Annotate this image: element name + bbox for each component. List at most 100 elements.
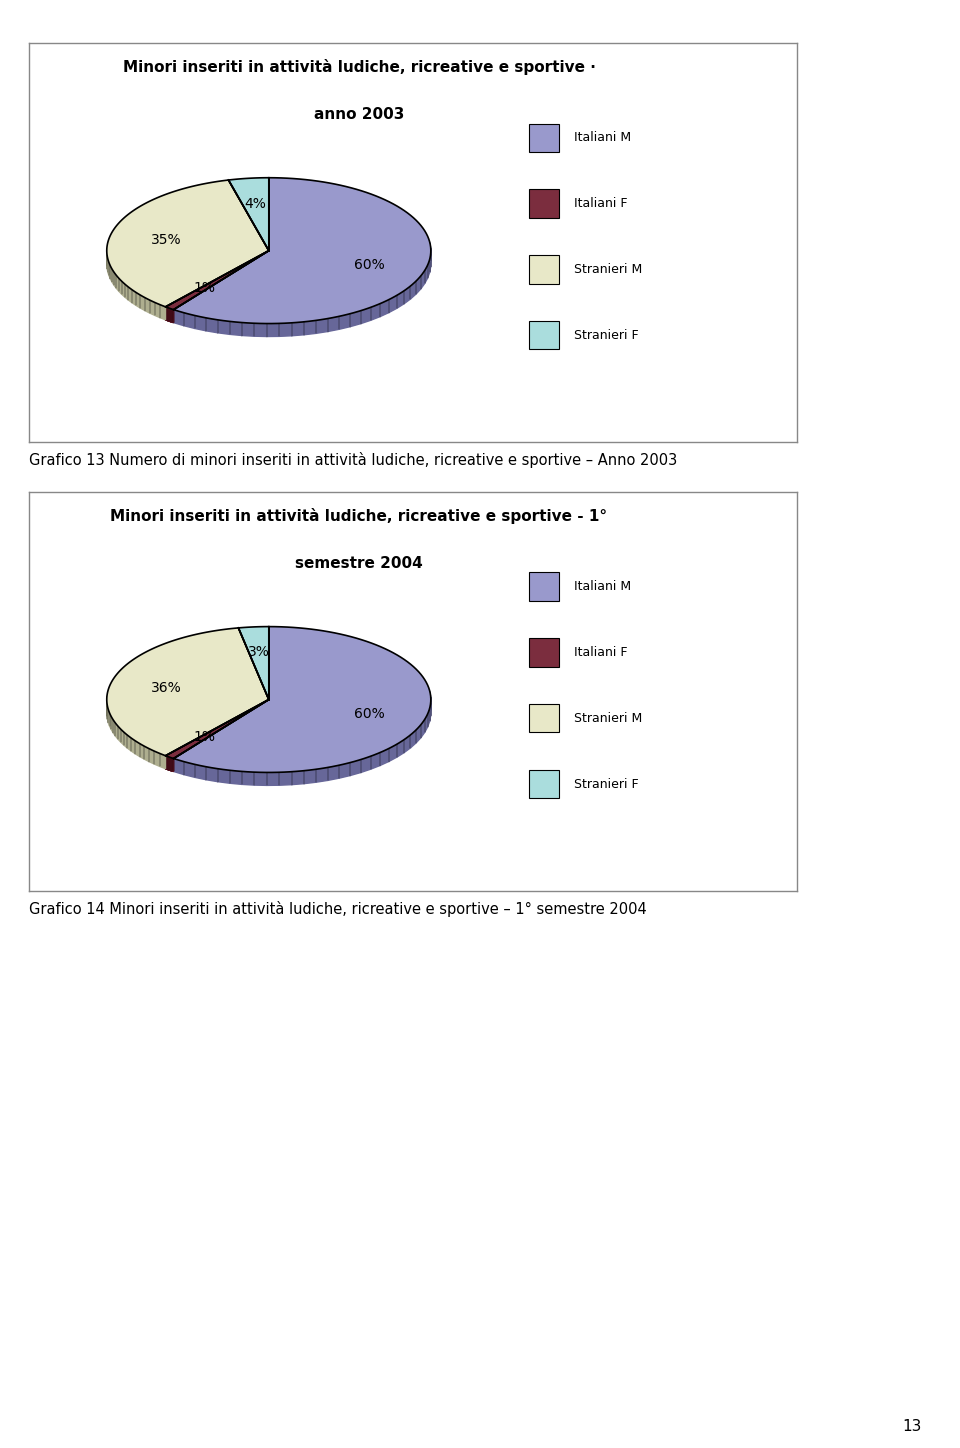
Polygon shape	[195, 316, 206, 330]
Polygon shape	[118, 725, 121, 741]
Polygon shape	[165, 699, 269, 759]
Text: anno 2003: anno 2003	[314, 107, 404, 122]
Text: Grafico 14 Minori inseriti in attività ludiche, ricreative e sportive – 1° semes: Grafico 14 Minori inseriti in attività l…	[29, 901, 646, 917]
Polygon shape	[430, 253, 431, 272]
Polygon shape	[327, 765, 339, 780]
Polygon shape	[135, 741, 140, 756]
Polygon shape	[279, 323, 292, 336]
Polygon shape	[140, 295, 145, 310]
Polygon shape	[292, 321, 304, 336]
Text: 35%: 35%	[151, 233, 181, 248]
Polygon shape	[132, 290, 136, 306]
Polygon shape	[124, 733, 128, 749]
Polygon shape	[174, 178, 431, 323]
Polygon shape	[404, 736, 411, 753]
Text: Grafico 13 Numero di minori inseriti in attività ludiche, ricreative e sportive : Grafico 13 Numero di minori inseriti in …	[29, 452, 677, 468]
Polygon shape	[279, 772, 292, 785]
Polygon shape	[242, 772, 254, 785]
FancyBboxPatch shape	[529, 321, 559, 349]
Polygon shape	[150, 300, 155, 316]
Polygon shape	[416, 724, 420, 743]
Polygon shape	[371, 753, 380, 769]
Text: 13: 13	[902, 1419, 922, 1434]
Text: Italiani M: Italiani M	[574, 581, 631, 594]
Text: Stranieri F: Stranieri F	[574, 778, 638, 791]
Polygon shape	[119, 278, 122, 294]
Polygon shape	[304, 320, 316, 334]
Polygon shape	[389, 744, 396, 762]
Polygon shape	[380, 300, 389, 317]
Polygon shape	[108, 710, 109, 725]
Polygon shape	[121, 730, 124, 746]
Polygon shape	[254, 323, 267, 336]
Polygon shape	[114, 272, 116, 288]
FancyBboxPatch shape	[529, 255, 559, 284]
Polygon shape	[128, 736, 132, 752]
Polygon shape	[195, 765, 206, 779]
Polygon shape	[424, 265, 427, 284]
FancyBboxPatch shape	[529, 770, 559, 798]
Polygon shape	[396, 291, 404, 308]
Polygon shape	[165, 251, 269, 310]
Polygon shape	[389, 295, 396, 313]
Text: 4%: 4%	[245, 197, 267, 210]
Polygon shape	[371, 304, 380, 320]
Text: Stranieri M: Stranieri M	[574, 712, 642, 725]
Polygon shape	[327, 316, 339, 332]
Polygon shape	[228, 178, 269, 251]
Polygon shape	[267, 323, 279, 336]
Text: Stranieri M: Stranieri M	[574, 264, 642, 277]
Polygon shape	[316, 767, 327, 782]
Polygon shape	[229, 321, 242, 336]
Polygon shape	[108, 262, 110, 278]
Text: 60%: 60%	[353, 707, 384, 721]
Polygon shape	[125, 284, 129, 300]
Polygon shape	[206, 319, 218, 333]
Polygon shape	[304, 769, 316, 783]
FancyBboxPatch shape	[529, 123, 559, 152]
Polygon shape	[396, 740, 404, 757]
Polygon shape	[155, 752, 160, 766]
Polygon shape	[184, 313, 195, 329]
Polygon shape	[339, 763, 350, 778]
Polygon shape	[115, 723, 118, 738]
Polygon shape	[292, 770, 304, 785]
Polygon shape	[129, 287, 132, 303]
Polygon shape	[140, 744, 144, 759]
Polygon shape	[267, 772, 279, 785]
Polygon shape	[145, 298, 150, 313]
FancyBboxPatch shape	[529, 704, 559, 733]
Polygon shape	[420, 271, 424, 288]
Polygon shape	[155, 303, 160, 317]
Polygon shape	[174, 310, 184, 326]
Text: Stranieri F: Stranieri F	[574, 329, 638, 342]
FancyBboxPatch shape	[529, 639, 559, 666]
Polygon shape	[229, 770, 242, 785]
Polygon shape	[218, 320, 229, 334]
Polygon shape	[174, 759, 184, 775]
Text: 36%: 36%	[152, 681, 182, 695]
Polygon shape	[206, 767, 218, 782]
Polygon shape	[411, 281, 416, 298]
Polygon shape	[339, 314, 350, 329]
Polygon shape	[107, 180, 269, 307]
Polygon shape	[350, 760, 361, 776]
Polygon shape	[107, 628, 269, 756]
Text: Italiani F: Italiani F	[574, 646, 627, 659]
Text: Italiani M: Italiani M	[574, 132, 631, 145]
Text: Minori inseriti in attività ludiche, ricreative e sportive ·: Minori inseriti in attività ludiche, ric…	[123, 59, 595, 75]
Polygon shape	[427, 708, 430, 727]
Polygon shape	[416, 275, 420, 294]
Polygon shape	[136, 292, 140, 308]
Polygon shape	[132, 738, 135, 754]
Polygon shape	[109, 712, 111, 730]
Polygon shape	[380, 749, 389, 766]
Polygon shape	[160, 304, 165, 320]
Polygon shape	[242, 323, 254, 336]
Polygon shape	[112, 269, 114, 285]
Polygon shape	[427, 259, 430, 278]
Polygon shape	[111, 717, 113, 733]
Text: 1%: 1%	[193, 730, 215, 744]
Text: 60%: 60%	[353, 258, 384, 272]
Polygon shape	[361, 307, 371, 324]
